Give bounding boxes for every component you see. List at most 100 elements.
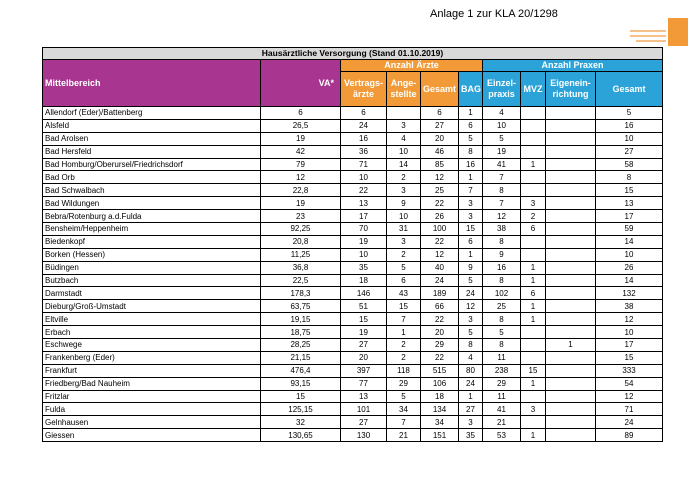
table-cell: 22,5 (260, 273, 341, 288)
table-cell: 77 (340, 376, 387, 391)
column-header: MVZ (520, 71, 546, 107)
table-row: Giessen 130,65 130 21 151 35 53 1 89 (42, 428, 663, 443)
table-cell: 15 (595, 350, 663, 365)
table-cell (545, 106, 596, 120)
region-name: Bensheim/Heppenheim (42, 222, 261, 236)
table-cell: 19,15 (260, 312, 341, 327)
table-cell: 41 (482, 402, 521, 417)
table-cell: 24 (420, 273, 459, 288)
region-name: Darmstadt (42, 286, 261, 301)
table-cell: 32 (260, 415, 341, 430)
table-cell: 101 (340, 402, 387, 417)
table-row: Bad Wildungen 19 13 9 22 3 7 3 13 (42, 196, 663, 211)
table-cell: 6 (520, 286, 546, 301)
table-cell: 3 (458, 196, 483, 211)
table-cell: 79 (260, 157, 341, 172)
table-cell: 1 (545, 338, 596, 352)
table-cell: 476,4 (260, 363, 341, 378)
table-cell: 7 (386, 415, 421, 430)
table-cell (545, 363, 596, 378)
table-cell: 22 (420, 234, 459, 249)
table-cell: 7 (482, 170, 521, 185)
table-cell: 13 (595, 196, 663, 211)
table-row: Borken (Hessen) 11,25 10 2 12 1 9 10 (42, 247, 663, 262)
table-cell: 2 (386, 247, 421, 262)
table-cell: 15 (260, 389, 341, 404)
table-cell: 5 (482, 131, 521, 146)
table-row: Bad Homburg/Oberursel/Friedrichsdorf 79 71… (42, 157, 663, 172)
table-cell (545, 144, 596, 159)
table-cell: 22 (420, 196, 459, 211)
region-name: Gelnhausen (42, 415, 261, 430)
table-cell: 130,65 (260, 428, 341, 443)
table-cell: 28,25 (260, 338, 341, 352)
column-header: Eigenein- richtung (545, 71, 596, 107)
table-cell: 3 (386, 183, 421, 198)
table-row: Vertrags- ärzte Ange- stellte Gesamt BAG Ein… (43, 71, 663, 107)
table-cell: 3 (458, 209, 483, 224)
table-row: Fritzlar 15 13 5 18 1 11 12 (42, 389, 663, 404)
table-cell: 2 (386, 350, 421, 365)
table-cell: 38 (595, 299, 663, 314)
table-cell: 24 (595, 415, 663, 430)
table-cell: 515 (420, 363, 459, 378)
table-cell: 1 (458, 106, 483, 120)
table-cell (545, 312, 596, 327)
table-cell: 9 (458, 260, 483, 275)
table-cell: 10 (595, 131, 663, 146)
table-cell: 20,8 (260, 234, 341, 249)
table-cell: 29 (482, 376, 521, 391)
table-cell: 27 (340, 415, 387, 430)
table-cell: 130 (340, 428, 387, 443)
table-cell: 8 (482, 312, 521, 327)
table-cell: 3 (458, 312, 483, 327)
region-name: Allendorf (Eder)/Battenberg (42, 106, 261, 120)
table-cell: 92,25 (260, 222, 341, 236)
table-cell: 71 (595, 402, 663, 417)
table-cell: 4 (482, 106, 521, 120)
table-cell: 3 (520, 196, 546, 211)
table-cell: 2 (520, 209, 546, 224)
table-cell: 26 (420, 209, 459, 224)
table-cell: 17 (595, 209, 663, 224)
table-cell: 24 (340, 118, 387, 133)
table-cell: 7 (386, 312, 421, 327)
table-cell: 10 (595, 247, 663, 262)
table-cell (520, 131, 546, 146)
region-name: Bad Wildungen (42, 196, 261, 211)
table-cell (545, 273, 596, 288)
table-cell: 53 (482, 428, 521, 443)
region-name: Bad Schwalbach (42, 183, 261, 198)
table-cell: 6 (260, 106, 341, 120)
table-row: Mittelbereich VA* Anzahl Ärzte Anzahl Praxe… (42, 59, 663, 107)
region-name: Alsfeld (42, 118, 261, 133)
table-cell: 26 (595, 260, 663, 275)
table-cell (545, 428, 596, 443)
table-cell: 1 (520, 260, 546, 275)
table-cell (545, 247, 596, 262)
table-cell (545, 196, 596, 211)
table-cell (520, 183, 546, 198)
table-cell: 5 (458, 325, 483, 340)
table-cell: 21 (482, 415, 521, 430)
table-row: Eschwege 28,25 27 2 29 8 8 1 17 (42, 338, 663, 352)
table-cell: 2 (386, 338, 421, 352)
table-cell: 10 (386, 209, 421, 224)
column-header: Mittelbereich (42, 59, 261, 107)
region-name: Bad Orb (42, 170, 261, 185)
table-cell (520, 144, 546, 159)
table-cell: 85 (420, 157, 459, 172)
table-cell (520, 415, 546, 430)
table-cell: 43 (386, 286, 421, 301)
table-cell (520, 325, 546, 340)
table-cell: 16 (482, 260, 521, 275)
table-cell: 8 (482, 338, 521, 352)
table-cell: 12 (458, 299, 483, 314)
table-cell: 10 (595, 325, 663, 340)
table-row: Bad Orb 12 10 2 12 1 7 8 (42, 170, 663, 185)
region-name: Erbach (42, 325, 261, 340)
table-cell: 16 (458, 157, 483, 172)
table-cell: 89 (595, 428, 663, 443)
table-cell: 100 (420, 222, 459, 236)
table-cell: 4 (458, 350, 483, 365)
